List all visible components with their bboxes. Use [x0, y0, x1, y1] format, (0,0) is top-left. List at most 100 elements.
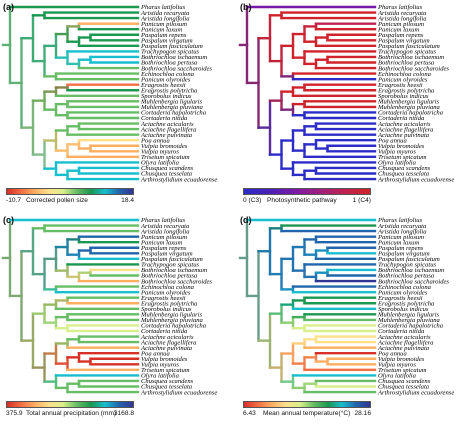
taxon-label: Chusquea scandens [141, 378, 194, 385]
taxon-label: Cortaderia hapalotricha [141, 323, 207, 330]
taxon-label: Panicum pilosum [377, 234, 424, 241]
taxon-label: Sporobolus indicus [378, 93, 429, 100]
taxon-label: Aristida longifolia [377, 15, 427, 22]
taxon-label: Chusquea tesselata [378, 384, 430, 391]
legend-min: 0 (C3) [243, 197, 262, 204]
taxon-label: Panicum pilosum [377, 21, 424, 28]
taxon-label: Echinochloa colona [140, 284, 195, 291]
taxon-label: Poa annua [140, 137, 170, 144]
taxon-label: Bothriochloa pertusa [378, 60, 435, 67]
taxon-label: Panicum olyroides [377, 289, 428, 296]
taxon-label: Olyra latifolia [141, 373, 180, 380]
taxon-label: Chusquea tesselata [141, 384, 193, 391]
taxon-label: Trachypogon spicatus [378, 262, 436, 269]
color-bar [6, 401, 134, 408]
taxon-label: Aciachne pulvinata [140, 345, 193, 352]
taxon-label: Eragrostis polytricha [377, 300, 435, 307]
taxon-label: Bothriochloa saccharoides [378, 65, 449, 72]
legend-min: 6.43 [243, 410, 256, 417]
taxon-label: Paspalum fasciculatum [377, 43, 440, 50]
panel-label: (a) [3, 2, 14, 12]
taxon-label: Eragrostis polytricha [140, 300, 198, 307]
legend-title: Photosynthetic pathway [267, 197, 337, 204]
panel-a: Pharus latifolius Aristida recuryata Arist… [0, 0, 237, 212]
taxon-label: Trisetum spicatum [141, 367, 190, 374]
taxon-label: Cortaderia nitida [141, 328, 188, 335]
taxon-label: Vulpia myuros [141, 362, 179, 369]
taxon-label: Vulpia bromoides [378, 356, 425, 363]
taxon-label: Trisetum spicatum [378, 154, 427, 161]
taxon-label: Vulpia bromoides [141, 356, 188, 363]
taxon-label: Bothriochloa saccharoides [141, 278, 212, 285]
taxon-label: Muhlenbergia pluviana [377, 317, 441, 324]
taxon-label: Vulpia myuros [378, 362, 416, 369]
color-legend: 0 (C3) Photosynthetic pathway 1 (C4) [243, 188, 371, 210]
taxon-label: Aciachne acicularis [140, 334, 194, 341]
taxon-label: Eragrostis polytricha [377, 87, 435, 94]
taxon-label: Poa annua [377, 137, 407, 144]
taxon-label: Echinochloa colona [377, 284, 432, 291]
taxon-label: Arthrostylidium ecuadorense [140, 176, 217, 183]
taxon-label: Muhlenbergia ligularis [140, 312, 203, 319]
taxon-label: Chusquea scandens [141, 165, 194, 172]
color-legend: -10.7 Corrected pollen size 18.4 [6, 188, 134, 210]
legend-max: 18.4 [121, 197, 134, 204]
legend-title: Total annual precipitation (mm) [26, 410, 117, 417]
legend-max: 3168.8 [113, 410, 134, 417]
panel-label: (d) [240, 215, 252, 225]
taxon-label: Panicum pilosum [140, 21, 187, 28]
taxon-label: Panicum laxum [377, 239, 419, 246]
taxon-label: Paspalum repens [377, 245, 424, 252]
taxon-label: Echinochloa colona [377, 71, 432, 78]
taxon-label: Pharus latifolius [377, 217, 423, 224]
taxon-label: Panicum laxum [377, 26, 419, 33]
taxon-label: Poa annua [140, 350, 170, 357]
taxon-label: Aristida recuryata [377, 10, 427, 17]
taxon-label: Aciachne acicularis [377, 121, 431, 128]
taxon-label: Aciachne pulvinata [377, 132, 430, 139]
taxon-label: Arthrostylidium ecuadorense [377, 176, 454, 183]
taxon-label: Cortaderia nitida [378, 328, 425, 335]
taxon-label: Sporobolus indicus [141, 306, 192, 313]
panel-label: (c) [3, 215, 14, 225]
taxon-label: Aristida recuryata [377, 223, 427, 230]
taxon-label: Olyra latifolia [378, 373, 417, 380]
taxon-label: Panicum pilosum [140, 234, 187, 241]
taxon-label: Muhlenbergia pluviana [140, 317, 204, 324]
taxon-label: Chusquea scandens [378, 165, 431, 172]
taxon-label: Poa annua [377, 350, 407, 357]
taxon-label: Pharus latifolius [140, 4, 186, 11]
taxon-label: Eragrostis polytricha [140, 87, 198, 94]
taxon-label: Aristida longifolia [377, 228, 427, 235]
taxon-label: Muhlenbergia ligularis [377, 99, 440, 106]
taxon-label: Bothriochloa saccharoides [378, 278, 449, 285]
taxon-label: Trachypogon spicatus [378, 49, 436, 56]
taxon-label: Chusquea tesselata [141, 171, 193, 178]
taxon-label: Panicum laxum [140, 239, 182, 246]
legend-min: -10.7 [6, 197, 22, 204]
taxon-label: Vulpia bromoides [378, 143, 425, 150]
taxon-label: Paspalum repens [377, 32, 424, 39]
taxon-label: Aciachne pulvinata [140, 132, 193, 139]
taxon-label: Muhlenbergia pluviana [140, 104, 204, 111]
taxon-label: Cortaderia hapalotricha [378, 110, 444, 117]
taxon-label: Bothriochloa ischaemum [378, 54, 444, 61]
panel-b: Pharus latifolius Aristida recuryata Arist… [237, 0, 474, 212]
taxon-label: Paspalum virgatum [140, 251, 193, 258]
taxon-label: Cortaderia hapalotricha [141, 110, 207, 117]
taxon-label: Paspalum virgatum [140, 38, 193, 45]
taxon-label: Aciachne acicularis [140, 121, 194, 128]
taxon-label: Aristida recuryata [140, 10, 190, 17]
taxon-label: Muhlenbergia ligularis [140, 99, 203, 106]
taxon-label: Muhlenbergia ligularis [377, 312, 440, 319]
color-bar [6, 188, 134, 195]
legend-max: 28.16 [354, 410, 371, 417]
color-legend: 6.43 Mean annual temperature(°C) 28.16 [243, 401, 371, 423]
color-legend: 375.9 Total annual precipitation (mm) 31… [6, 401, 134, 423]
taxon-label: Eragrostis heesii [377, 295, 423, 302]
taxon-label: Panicum olyroides [140, 76, 191, 83]
panel-c: Pharus latifolius Aristida recuryata Arist… [0, 213, 237, 425]
taxon-label: Aciachne flagellifera [140, 339, 197, 346]
taxon-label: Bothriochloa ischaemum [141, 54, 207, 61]
